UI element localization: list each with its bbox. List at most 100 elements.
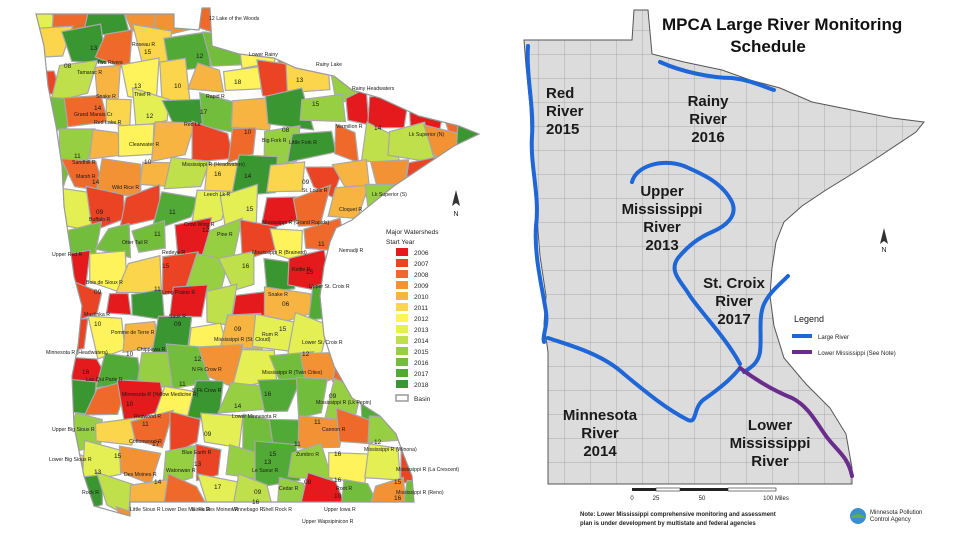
start-year-number: 14	[92, 179, 100, 186]
start-year-number: 10	[174, 83, 182, 90]
svg-text:2016: 2016	[691, 129, 724, 146]
watershed-label: Bois de Sioux R	[86, 280, 123, 286]
svg-text:50: 50	[699, 496, 706, 502]
legend-year: 2011	[414, 305, 428, 312]
watershed-label: Chippewa R	[137, 347, 166, 353]
watershed-label: Mississippi R (Twin Cities)	[262, 370, 323, 376]
watershed-region	[163, 156, 211, 190]
red-river-line	[525, 44, 549, 344]
watershed-label: Marsh R	[76, 174, 96, 180]
start-year-number: 16	[252, 499, 260, 506]
start-year-number: 12	[202, 227, 210, 234]
legend-year: 2017	[414, 371, 429, 378]
watershed-label: Rainy Lake	[316, 62, 342, 68]
legend-year: 2013	[414, 327, 429, 334]
watershed-region	[131, 87, 170, 128]
start-year-number: 14	[154, 479, 162, 486]
start-year-number: 11	[294, 441, 301, 448]
watershed-label: Little Fork R	[289, 140, 317, 146]
watershed-label: Winnebago R	[232, 507, 264, 513]
watershed-region	[286, 130, 337, 163]
watershed-region	[230, 154, 279, 198]
svg-text:0: 0	[630, 496, 634, 502]
start-year-number: 09	[302, 179, 310, 186]
watershed-label: Des Moines R	[124, 472, 157, 478]
watershed-label: Lower Rainy	[249, 52, 278, 58]
start-year-number: 08	[282, 127, 290, 134]
watershed-region	[183, 512, 230, 516]
state-outline	[35, 7, 481, 517]
watershed-label: Upper Iowa R	[324, 507, 356, 513]
start-year-number: 12	[302, 351, 310, 358]
watershed-label: Cedar R	[279, 486, 299, 492]
start-year-number: 13	[296, 77, 304, 84]
watershed-label: Mustinka R	[84, 312, 110, 318]
start-year-number: 15	[394, 479, 402, 486]
watershed-region	[131, 219, 166, 254]
watershed-region	[396, 512, 431, 516]
watershed-region	[467, 408, 479, 453]
river-label-lower-mississippi: Lower Mississippi River	[730, 417, 811, 470]
watershed-region	[429, 505, 469, 516]
start-year-number: 16	[264, 391, 272, 398]
start-year-number: 13	[134, 83, 142, 90]
watershed-label: Mississippi R (Winona)	[364, 447, 417, 453]
river-label-red: Red River 2015	[546, 85, 584, 138]
start-year-number: 10	[144, 159, 152, 166]
start-year-number: 15	[162, 263, 170, 270]
watershed-region	[468, 479, 479, 516]
rainy-river-line	[658, 60, 776, 92]
watershed-region	[436, 414, 478, 453]
svg-text:River: River	[581, 425, 619, 442]
watershed-label: Leech Lk R	[204, 192, 230, 198]
watershed-label: Otter Tail R	[122, 240, 148, 246]
watershed-labels: 12 Lake of the Woods Lower Rainy Rainy Lak…	[46, 16, 459, 525]
watershed-label: Root R	[336, 486, 352, 492]
legend-swatch	[396, 358, 408, 366]
watershed-region	[130, 409, 175, 449]
svg-text:2017: 2017	[717, 311, 750, 328]
start-year-number: 11	[154, 231, 161, 238]
watershed-region	[55, 318, 89, 355]
watershed-region	[467, 28, 479, 69]
note-line2: plan is under development by multistate …	[580, 521, 756, 527]
start-year-number: 06	[282, 301, 290, 308]
watershed-label: Lower St. Croix R	[302, 340, 343, 346]
watershed-label: Long Prairie R	[162, 290, 195, 296]
logo-text-line2: Control Agency	[870, 517, 911, 523]
watershed-label: Wild Rice R	[112, 185, 139, 191]
watershed-region	[426, 311, 467, 351]
svg-text:River: River	[689, 111, 727, 128]
watershed-label: Minnesota R (Headwaters)	[46, 350, 108, 356]
watershed-region	[459, 188, 479, 230]
svg-text:2013: 2013	[645, 237, 678, 254]
legend-swatch	[396, 336, 408, 344]
watershed-region	[221, 514, 267, 516]
watershed-region	[455, 504, 479, 516]
note-line1: Note: Lower Mississippi comprehensive mo…	[580, 512, 776, 518]
watershed-region	[441, 284, 479, 329]
watershed-label: Lower Big Sioux R	[49, 457, 92, 463]
watershed-map-panel: 13 15 12 08 13 10 18 13 14 12 17 15 10 08 14 11 10 16 14 14…	[34, 6, 496, 532]
watershed-region	[474, 226, 479, 260]
watershed-label: Grand Marais Cr	[74, 112, 113, 118]
start-year-number: 11	[179, 381, 186, 388]
watershed-region	[270, 23, 311, 68]
start-year-number: 16	[242, 263, 250, 270]
watershed-label: Redwood R	[134, 414, 161, 420]
watershed-label: Blue Earth R	[182, 450, 212, 456]
svg-text:St. Croix: St. Croix	[703, 275, 765, 292]
legend-year: 2015	[414, 349, 429, 356]
watershed-region	[295, 376, 329, 419]
watershed-label: Lk Superior (N)	[409, 132, 444, 138]
north-label: N	[453, 211, 458, 218]
watershed-region	[478, 158, 479, 197]
start-year-number: 14	[234, 403, 242, 410]
north-label: N	[881, 247, 886, 254]
start-year-number: 09	[234, 326, 242, 333]
svg-text:2014: 2014	[583, 443, 617, 460]
start-year-number: 11	[314, 419, 321, 426]
watershed-region	[392, 385, 438, 425]
watershed-label: E. Fk Des Moines R	[192, 507, 238, 513]
